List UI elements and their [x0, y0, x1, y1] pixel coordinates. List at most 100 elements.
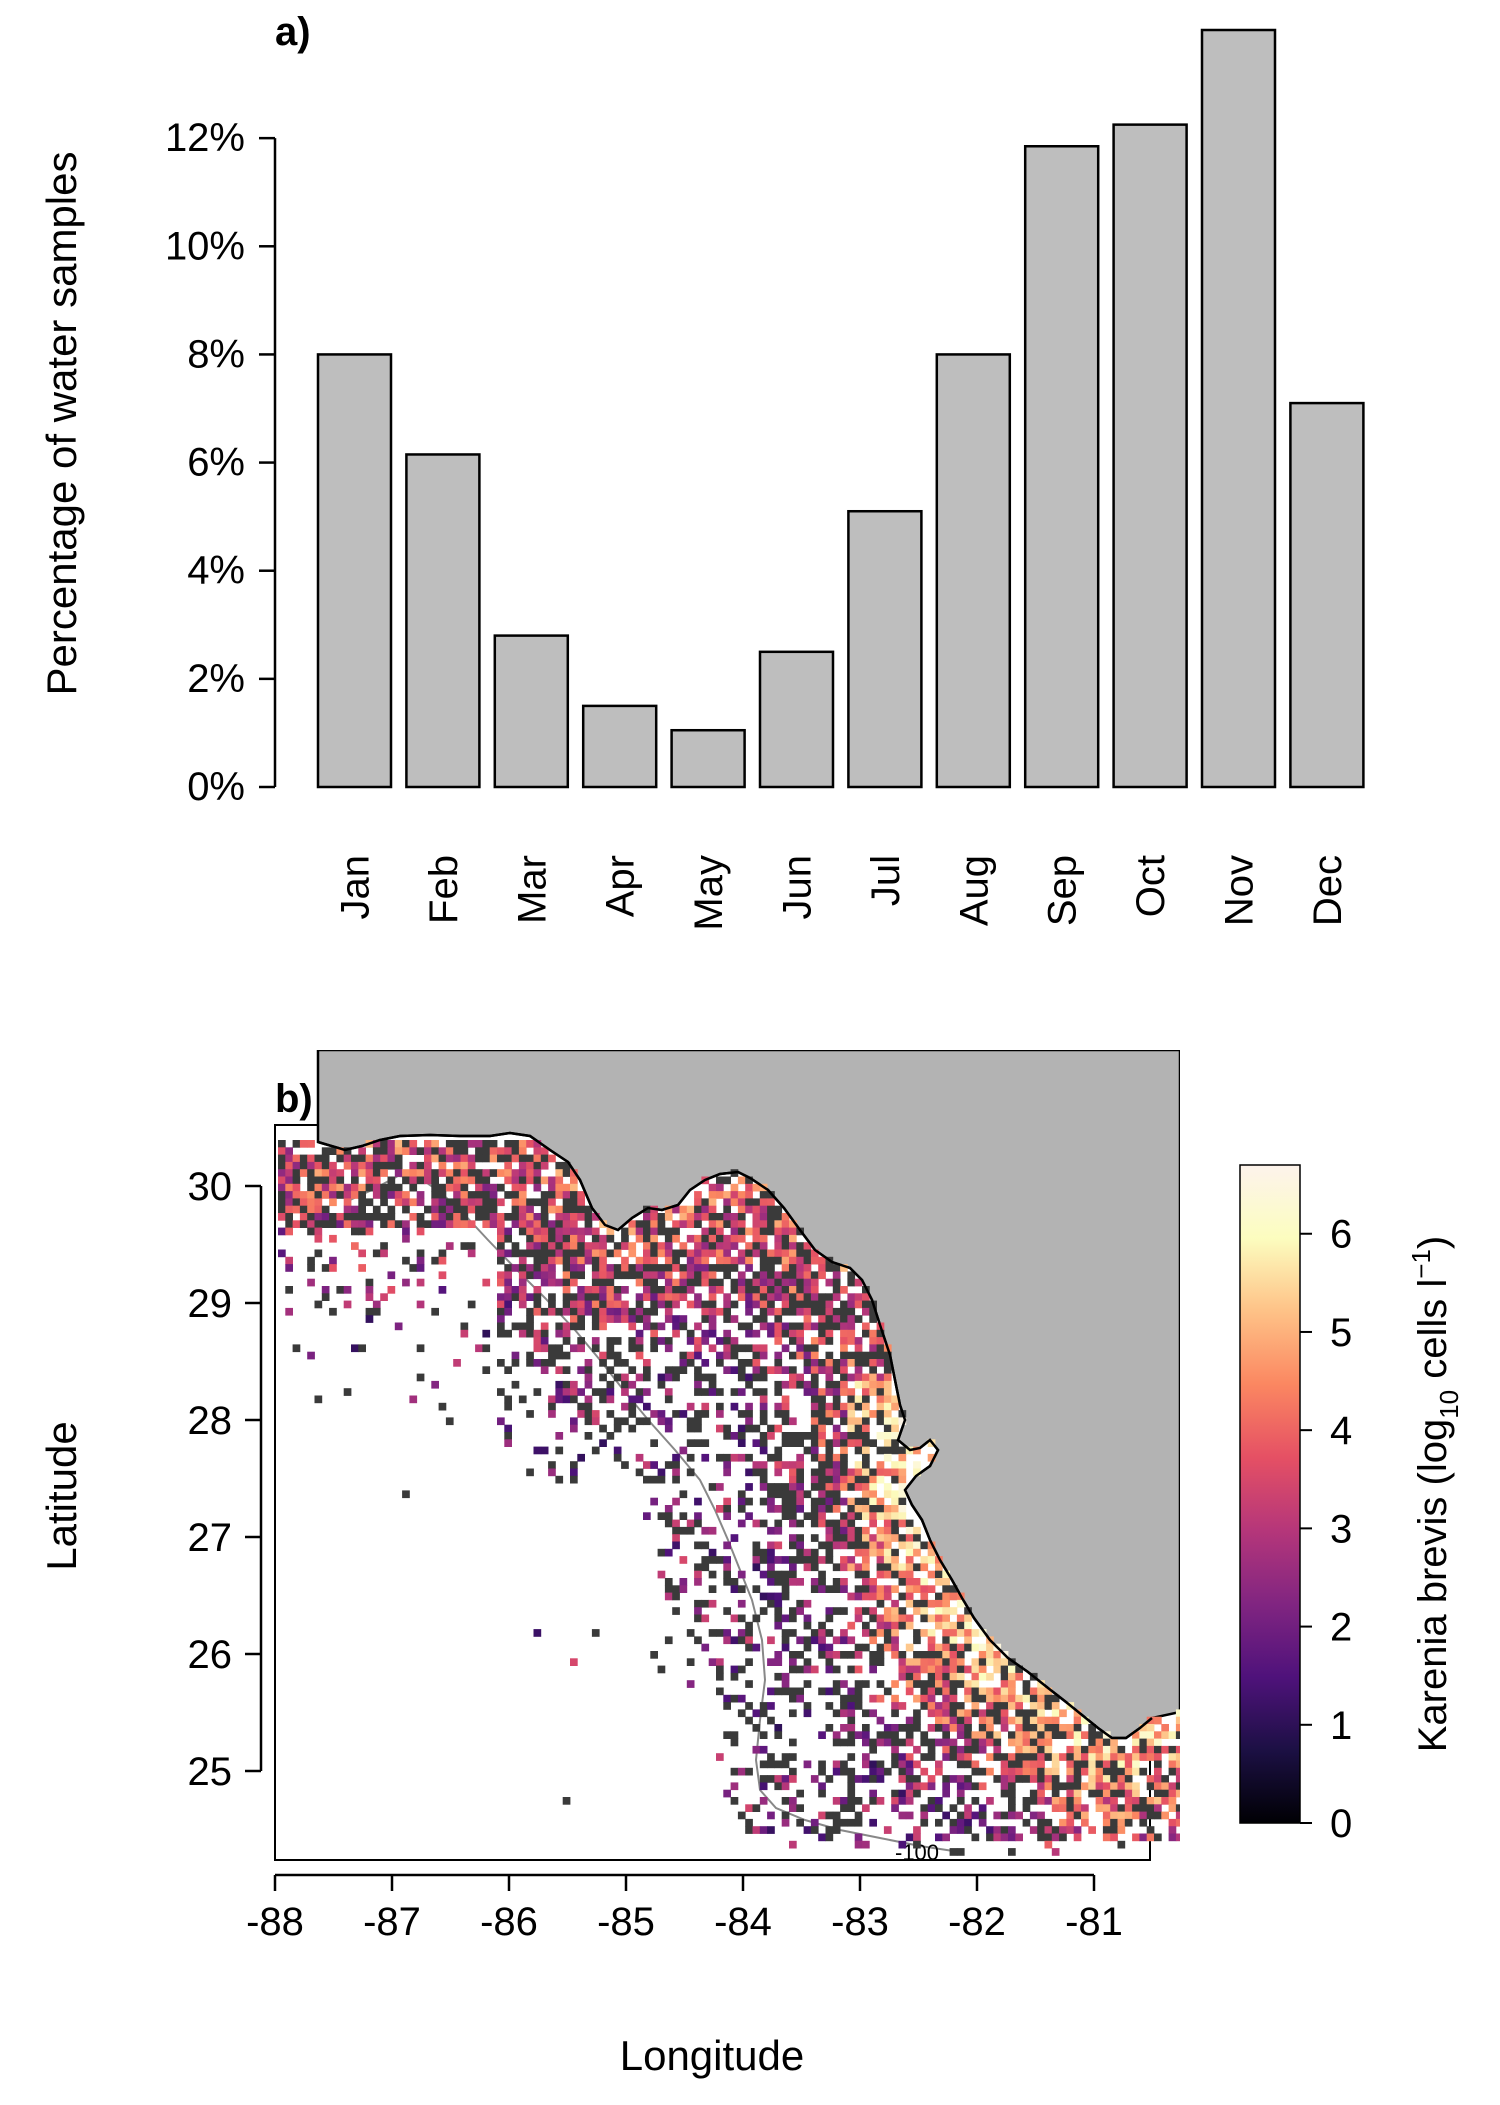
sample-cell: [935, 1607, 943, 1615]
sample-cell: [504, 1286, 512, 1294]
sample-cell: [971, 1680, 980, 1688]
sample-cell: [774, 1380, 783, 1389]
sample-cell: [942, 1738, 950, 1747]
sample-cell: [694, 1213, 702, 1221]
sample-cell: [818, 1643, 826, 1652]
sample-cell: [664, 1585, 673, 1593]
sample-cell: [555, 1183, 564, 1192]
sample-cell: [767, 1286, 775, 1294]
sample-cell: [1044, 1731, 1053, 1739]
sample-cell: [825, 1687, 834, 1696]
sample-cell: [898, 1475, 907, 1484]
sample-cell: [810, 1475, 819, 1484]
sample-cell: [723, 1702, 731, 1710]
sample-cell: [686, 1286, 695, 1294]
sample-cell: [1066, 1782, 1075, 1791]
sample-cell: [1022, 1724, 1031, 1732]
sample-cell: [540, 1249, 549, 1258]
sample-cell: [789, 1651, 797, 1659]
sample-cell: [1066, 1724, 1075, 1732]
sample-cell: [796, 1519, 804, 1528]
sample-cell: [540, 1256, 549, 1265]
sample-cell: [847, 1307, 856, 1316]
sample-cell: [759, 1315, 768, 1323]
sample-cell: [774, 1607, 783, 1615]
sample-cell: [789, 1329, 797, 1338]
sample-cell: [365, 1169, 374, 1177]
sample-cell: [708, 1213, 717, 1221]
sample-cell: [540, 1161, 549, 1170]
sample-cell: [1124, 1775, 1133, 1783]
sample-cell: [664, 1286, 673, 1294]
sample-cell: [694, 1497, 702, 1506]
sample-cell: [1095, 1782, 1104, 1791]
sample-cell: [767, 1424, 775, 1433]
sample-cell: [825, 1826, 834, 1834]
sample-cell: [686, 1526, 695, 1535]
sample-cell: [438, 1183, 447, 1192]
sample-cell: [489, 1140, 498, 1148]
sample-cell: [759, 1483, 768, 1491]
sample-cell: [803, 1490, 812, 1499]
sample-cell: [818, 1417, 826, 1426]
sample-cell: [1117, 1767, 1126, 1776]
sample-cell: [862, 1607, 870, 1615]
sample-cell: [781, 1585, 790, 1593]
sample-cell: [913, 1833, 921, 1842]
sample-cell: [971, 1709, 980, 1718]
sample-cell: [1066, 1731, 1075, 1739]
sample-cell: [789, 1373, 797, 1382]
sample-cell: [803, 1512, 812, 1520]
sample-cell: [883, 1767, 892, 1776]
sample-cell: [1000, 1789, 1009, 1798]
sample-cell: [358, 1249, 366, 1258]
sample-cell: [1175, 1775, 1180, 1783]
sample-cell: [511, 1322, 520, 1331]
sample-cell: [664, 1548, 673, 1557]
sample-cell: [818, 1439, 826, 1447]
sample-cell: [672, 1534, 680, 1542]
sample-cell: [920, 1578, 929, 1586]
sample-cell: [716, 1183, 724, 1192]
sample-cell: [431, 1154, 439, 1163]
sample-cell: [679, 1526, 688, 1535]
sample-cell: [862, 1804, 870, 1812]
sample-cell: [1132, 1804, 1140, 1812]
sample-cell: [372, 1300, 381, 1309]
sample-cell: [504, 1424, 512, 1433]
sample-cell: [993, 1716, 1002, 1725]
sample-cell: [789, 1563, 797, 1572]
sample-cell: [424, 1140, 432, 1148]
sample-cell: [810, 1775, 819, 1783]
sample-cell: [854, 1512, 863, 1520]
sample-cell: [482, 1191, 491, 1199]
sample-cell: [854, 1439, 863, 1447]
sample-cell: [1051, 1789, 1060, 1798]
sample-cell: [540, 1344, 549, 1353]
sample-cell: [657, 1548, 666, 1557]
sample-cell: [445, 1169, 454, 1177]
sample-cell: [460, 1205, 469, 1214]
sample-cell: [810, 1446, 819, 1455]
sample-cell: [686, 1351, 695, 1360]
sample-cell: [606, 1249, 615, 1258]
sample-cell: [840, 1636, 848, 1645]
sample-cell: [445, 1183, 454, 1192]
sample-cell: [810, 1497, 819, 1506]
sample-cell: [781, 1811, 790, 1820]
sample-cell: [723, 1249, 731, 1258]
sample-cell: [701, 1256, 710, 1265]
sample-cell: [321, 1286, 330, 1294]
sample-cell: [825, 1373, 834, 1382]
sample-cell: [460, 1161, 469, 1170]
sample-cell: [949, 1775, 958, 1783]
sample-cell: [840, 1337, 848, 1345]
sample-cell: [694, 1519, 702, 1528]
sample-cell: [891, 1526, 899, 1535]
sample-cell: [869, 1351, 877, 1360]
sample-cell: [832, 1687, 841, 1696]
x-tick-label: -87: [363, 1900, 421, 1944]
sample-cell: [759, 1395, 768, 1404]
sample-cell: [628, 1395, 637, 1404]
